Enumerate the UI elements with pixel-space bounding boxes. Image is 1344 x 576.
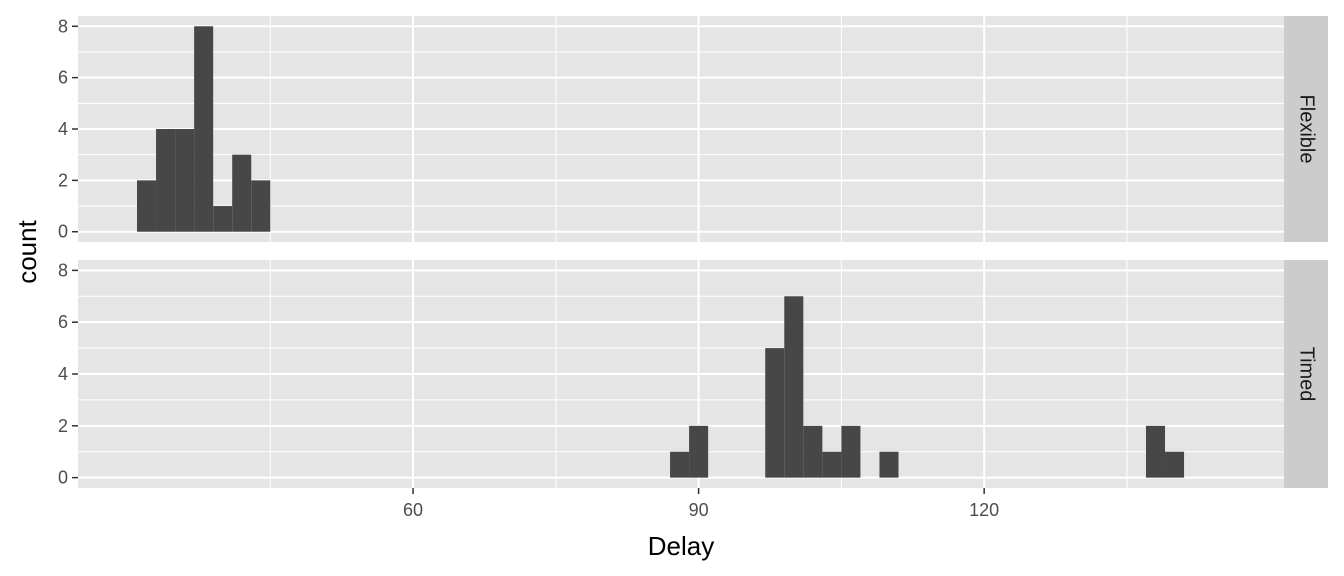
gridlines [78, 16, 1284, 242]
histogram-bar [879, 451, 899, 478]
histogram-bar [784, 296, 804, 478]
histogram-bar [1165, 451, 1185, 478]
y-tick-label: 0 [58, 468, 68, 488]
y-axis-title: count [12, 219, 42, 283]
x-axis: 60 90 120 [403, 488, 999, 520]
histogram-bar [841, 425, 861, 478]
facet-panel-timed: Timed 0 2 4 6 8 [58, 260, 1328, 488]
histogram-bar [232, 154, 252, 232]
x-tick-label: 120 [969, 500, 999, 520]
bars [670, 296, 1185, 478]
strip-background [1284, 260, 1328, 488]
y-tick-label: 4 [58, 364, 68, 384]
y-tick-label: 8 [58, 260, 68, 280]
histogram-bar [194, 26, 214, 232]
histogram-bar [670, 451, 690, 478]
y-tick-label: 6 [58, 312, 68, 332]
histogram-bar [137, 180, 157, 232]
strip: Timed [1284, 260, 1328, 488]
bars [137, 26, 271, 232]
strip-label: Flexible [1296, 95, 1318, 164]
y-axis: 0 2 4 6 8 [58, 16, 78, 242]
y-tick-label: 0 [58, 222, 68, 242]
histogram-bar [1145, 425, 1166, 478]
x-axis-title: Delay [648, 531, 714, 561]
histogram-bar [765, 348, 785, 478]
y-tick-label: 8 [58, 16, 68, 36]
histogram-bar [822, 451, 842, 478]
y-tick-label: 6 [58, 68, 68, 88]
histogram-bar [803, 425, 823, 478]
histogram-bar [175, 129, 195, 232]
histogram-bar [689, 425, 709, 478]
y-tick-label: 2 [58, 170, 68, 190]
histogram-bar [213, 206, 233, 232]
x-tick-label: 90 [689, 500, 709, 520]
strip-label: Timed [1296, 347, 1318, 402]
y-axis: 0 2 4 6 8 [58, 260, 78, 488]
strip: Flexible [1284, 16, 1328, 242]
histogram-bar [156, 129, 176, 232]
histogram-bar [251, 180, 271, 232]
y-tick-label: 4 [58, 119, 68, 139]
facet-panel-flexible: Flexible 0 2 4 6 8 [58, 16, 1328, 242]
y-tick-label: 2 [58, 416, 68, 436]
x-tick-label: 60 [403, 500, 423, 520]
strip-background [1284, 16, 1328, 242]
gridlines [78, 260, 1284, 488]
